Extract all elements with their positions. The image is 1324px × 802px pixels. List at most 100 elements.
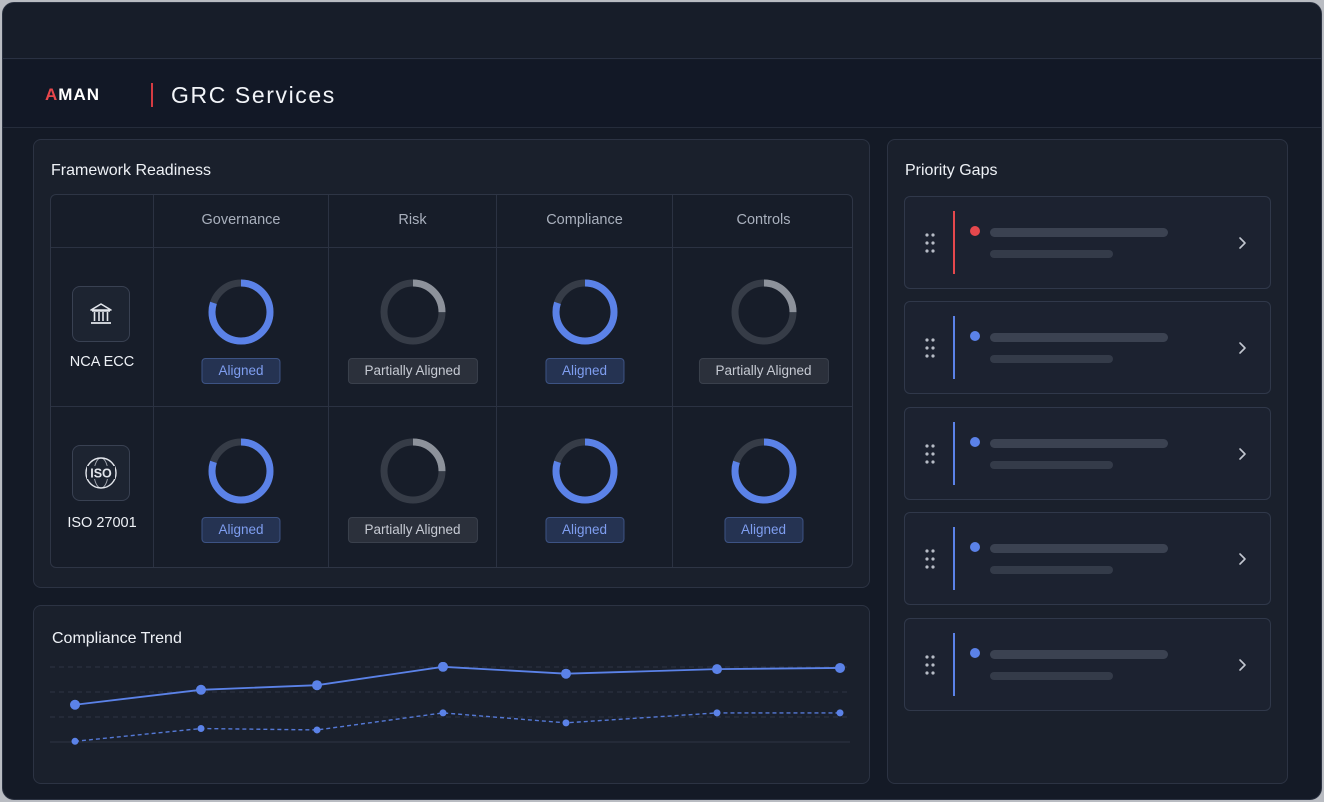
data-point[interactable] — [835, 662, 845, 673]
readiness-donut — [208, 279, 274, 345]
header-divider — [151, 83, 153, 107]
framework-row-label: NCA ECC — [51, 248, 154, 407]
priority-gap-card[interactable] — [904, 301, 1271, 394]
bank-icon — [72, 286, 130, 342]
series-line-solid — [74, 665, 841, 706]
column-header-label: Compliance — [546, 212, 623, 228]
data-point[interactable] — [562, 719, 570, 727]
priority-gap-card[interactable] — [904, 618, 1271, 711]
priority-gaps-title: Priority Gaps — [905, 162, 998, 179]
framework-row-label: ISO ISO 27001 — [51, 407, 154, 567]
framework-name: ISO 27001 — [67, 515, 137, 531]
severity-bar — [953, 422, 955, 485]
table-corner-cell — [51, 195, 154, 248]
page-title: GRC Services — [171, 82, 336, 108]
chevron-right-icon[interactable] — [1236, 446, 1248, 462]
readiness-donut-progress — [731, 279, 796, 345]
severity-bar — [953, 316, 955, 379]
logo-text: MAN — [58, 85, 100, 104]
readiness-donut-progress — [552, 279, 617, 345]
status-badge: Partially Aligned — [347, 358, 478, 384]
priority-gap-card[interactable] — [904, 512, 1271, 605]
gap-subtitle-placeholder — [990, 461, 1113, 469]
framework-readiness-title: Framework Readiness — [51, 162, 212, 179]
logo-accent: A — [45, 85, 59, 104]
readiness-donut — [552, 279, 617, 345]
aman-logo[interactable]: AMAN — [45, 85, 100, 104]
readiness-donut — [208, 438, 274, 504]
compliance-trend-title: Compliance Trend — [52, 630, 182, 647]
framework-readiness-panel: Framework Readiness Governance Risk Compli… — [33, 139, 870, 588]
drag-handle-icon[interactable] — [925, 338, 935, 358]
readiness-donut-progress — [208, 279, 274, 345]
drag-handle-icon[interactable] — [925, 233, 935, 253]
gap-subtitle-placeholder — [990, 355, 1113, 363]
status-badge: Partially Aligned — [347, 517, 478, 543]
data-point[interactable] — [70, 699, 80, 710]
priority-gap-card[interactable] — [904, 196, 1271, 289]
priority-gap-card[interactable] — [904, 407, 1271, 500]
data-point[interactable] — [438, 662, 448, 672]
gap-title-placeholder — [990, 228, 1168, 237]
column-header-label: Risk — [398, 212, 427, 228]
readiness-cell: Aligned — [673, 407, 852, 567]
drag-handle-icon[interactable] — [925, 444, 935, 464]
data-point[interactable] — [836, 709, 844, 717]
readiness-cell: Aligned — [154, 248, 329, 407]
data-point[interactable] — [713, 709, 721, 717]
readiness-donut — [731, 438, 796, 504]
data-point[interactable] — [712, 664, 722, 675]
gap-subtitle-placeholder — [990, 566, 1113, 574]
data-point[interactable] — [196, 684, 206, 695]
readiness-donut-progress — [380, 279, 445, 345]
framework-name: NCA ECC — [69, 354, 135, 370]
severity-dot — [970, 648, 980, 658]
gap-title-placeholder — [990, 439, 1168, 448]
readiness-donut-progress — [731, 438, 796, 504]
severity-bar — [953, 633, 955, 696]
chevron-right-icon[interactable] — [1236, 551, 1248, 567]
severity-dot — [970, 437, 980, 447]
readiness-donut — [731, 279, 796, 345]
readiness-cell: Aligned — [497, 407, 673, 567]
readiness-cell: Partially Aligned — [673, 248, 852, 407]
status-badge: Aligned — [723, 517, 804, 543]
column-header-controls: Controls — [673, 195, 852, 248]
readiness-cell: Partially Aligned — [329, 407, 497, 567]
readiness-donut — [380, 279, 445, 345]
severity-bar — [953, 211, 955, 274]
gap-subtitle-placeholder — [990, 250, 1113, 258]
chevron-right-icon[interactable] — [1236, 657, 1248, 673]
gap-title-placeholder — [990, 650, 1168, 659]
data-point[interactable] — [71, 737, 79, 745]
chevron-right-icon[interactable] — [1236, 340, 1248, 356]
status-badge: Partially Aligned — [698, 358, 829, 384]
readiness-donut-progress — [552, 438, 617, 504]
readiness-cell: Aligned — [154, 407, 329, 567]
severity-bar — [953, 527, 955, 590]
column-header-risk: Risk — [329, 195, 497, 248]
chevron-right-icon[interactable] — [1236, 235, 1248, 251]
drag-handle-icon[interactable] — [925, 549, 935, 569]
readiness-donut-progress — [208, 438, 274, 504]
framework-readiness-table: Governance Risk Compliance Controls NCA ECC A… — [50, 194, 853, 568]
data-point[interactable] — [312, 680, 322, 691]
severity-dot — [970, 226, 980, 236]
status-badge: Aligned — [544, 517, 625, 543]
drag-handle-icon[interactable] — [925, 655, 935, 675]
data-point[interactable] — [439, 709, 447, 717]
readiness-cell: Partially Aligned — [329, 248, 497, 407]
column-header-governance: Governance — [154, 195, 329, 248]
data-point[interactable] — [561, 668, 571, 679]
status-badge: Aligned — [201, 517, 281, 543]
data-point[interactable] — [313, 726, 321, 734]
status-badge: Aligned — [201, 358, 281, 384]
readiness-donut — [552, 438, 617, 504]
compliance-trend-chart — [50, 662, 850, 745]
app-header: AMAN GRC Services — [3, 60, 1321, 128]
data-point[interactable] — [197, 725, 205, 733]
window-top-bar — [3, 3, 1321, 59]
iso-globe-icon: ISO — [72, 445, 130, 501]
gap-title-placeholder — [990, 333, 1168, 342]
